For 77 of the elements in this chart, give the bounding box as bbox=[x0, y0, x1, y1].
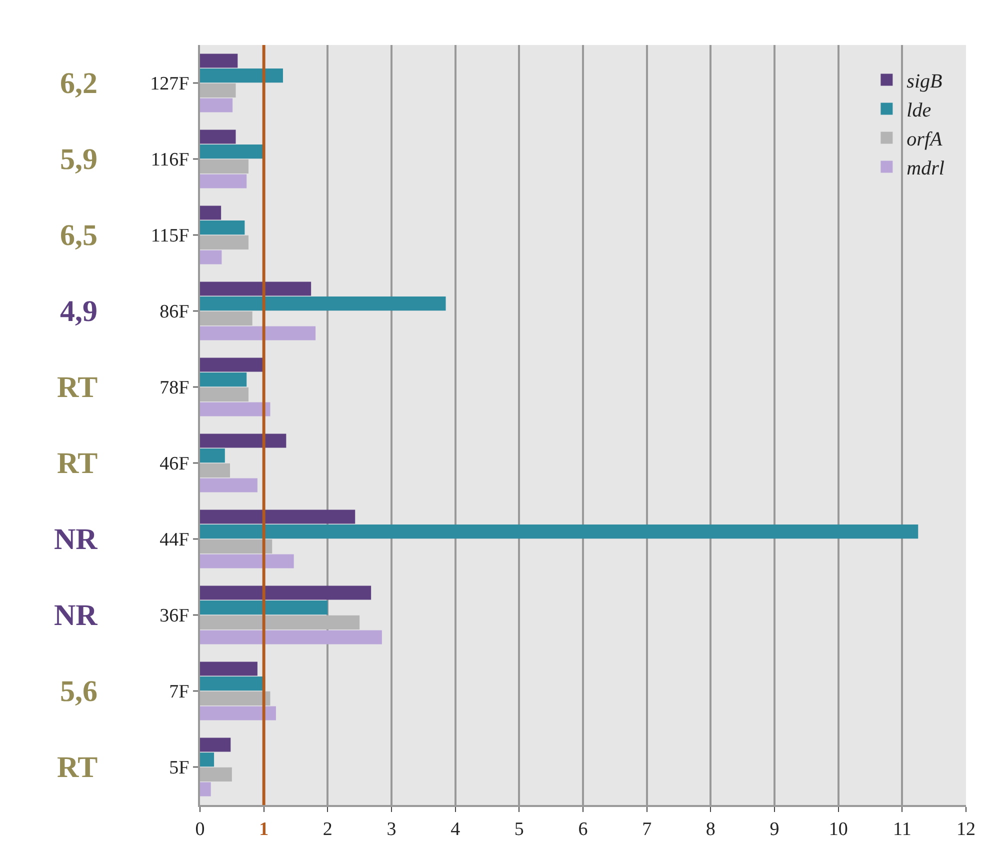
bar bbox=[200, 615, 360, 630]
text: 4,9 bbox=[60, 295, 98, 328]
text: 5,6 bbox=[60, 675, 98, 708]
bar bbox=[200, 752, 214, 767]
bar bbox=[200, 539, 272, 554]
bar bbox=[200, 691, 270, 706]
bar bbox=[200, 434, 286, 448]
y-tick-label: 5F bbox=[169, 758, 190, 779]
bar bbox=[200, 130, 236, 144]
x-tick-label: 11 bbox=[893, 818, 912, 840]
bar bbox=[200, 782, 211, 796]
text: 6,2 bbox=[60, 67, 98, 100]
bar bbox=[200, 600, 328, 615]
bar bbox=[200, 326, 316, 340]
x-tick-label: 10 bbox=[828, 818, 848, 840]
x-tick-label: 3 bbox=[386, 818, 396, 840]
y-tick-label: 127F bbox=[150, 74, 190, 95]
x-tick-label: 8 bbox=[706, 818, 716, 840]
bar bbox=[200, 524, 918, 539]
legend-label: lde bbox=[906, 100, 932, 122]
bar bbox=[200, 220, 245, 235]
x-tick-label: 9 bbox=[770, 818, 780, 840]
bar bbox=[200, 235, 249, 250]
bar bbox=[200, 387, 249, 402]
text: RT bbox=[57, 447, 98, 480]
x-tick-label: 6 bbox=[578, 818, 588, 840]
x-tick-label: 1 bbox=[259, 818, 269, 840]
bar bbox=[200, 510, 356, 524]
bar bbox=[200, 738, 231, 752]
bar bbox=[200, 478, 258, 492]
bar bbox=[200, 174, 247, 188]
bar bbox=[200, 250, 222, 264]
x-tick-label: 12 bbox=[956, 818, 976, 840]
bar bbox=[200, 54, 238, 68]
y-tick-label: 44F bbox=[160, 530, 190, 551]
bar bbox=[200, 448, 225, 463]
legend-label: sigB bbox=[906, 70, 942, 92]
bar bbox=[200, 586, 372, 600]
y-tick-label: 78F bbox=[160, 378, 190, 399]
x-tick-label: 0 bbox=[195, 818, 205, 840]
y-tick-label: 7F bbox=[169, 682, 190, 703]
x-tick-label: 4 bbox=[450, 818, 461, 840]
bar bbox=[200, 282, 312, 296]
bar bbox=[200, 358, 264, 372]
bar bbox=[200, 68, 283, 83]
bar bbox=[200, 554, 294, 568]
y-tick-label: 46F bbox=[160, 454, 190, 475]
text: RT bbox=[57, 371, 98, 404]
bar bbox=[200, 706, 276, 720]
bar bbox=[200, 463, 230, 478]
text: NR bbox=[54, 599, 98, 632]
bar bbox=[200, 662, 258, 676]
y-tick-label: 86F bbox=[160, 302, 190, 323]
bar bbox=[200, 83, 236, 98]
text: RT bbox=[57, 751, 98, 784]
y-tick-label: 115F bbox=[150, 226, 190, 247]
bar bbox=[200, 372, 247, 387]
bar bbox=[200, 402, 270, 416]
bar bbox=[200, 206, 222, 220]
y-tick-label: 36F bbox=[160, 606, 190, 627]
bar bbox=[200, 159, 249, 174]
bar bbox=[200, 630, 382, 644]
bar bbox=[200, 767, 232, 782]
text: 6,5 bbox=[60, 219, 98, 252]
bar bbox=[200, 98, 233, 112]
x-tick-label: 5 bbox=[514, 818, 524, 840]
bar bbox=[200, 144, 263, 159]
x-tick-label: 7 bbox=[642, 818, 652, 840]
x-tick-label: 2 bbox=[322, 818, 332, 840]
text: NR bbox=[54, 523, 98, 556]
bar bbox=[200, 311, 252, 326]
legend-label: orfA bbox=[906, 128, 944, 150]
text: 5,9 bbox=[60, 143, 98, 176]
legend-label: mdrl bbox=[906, 158, 945, 180]
y-tick-label: 116F bbox=[150, 150, 190, 171]
bar bbox=[200, 676, 266, 691]
bar bbox=[200, 296, 446, 311]
